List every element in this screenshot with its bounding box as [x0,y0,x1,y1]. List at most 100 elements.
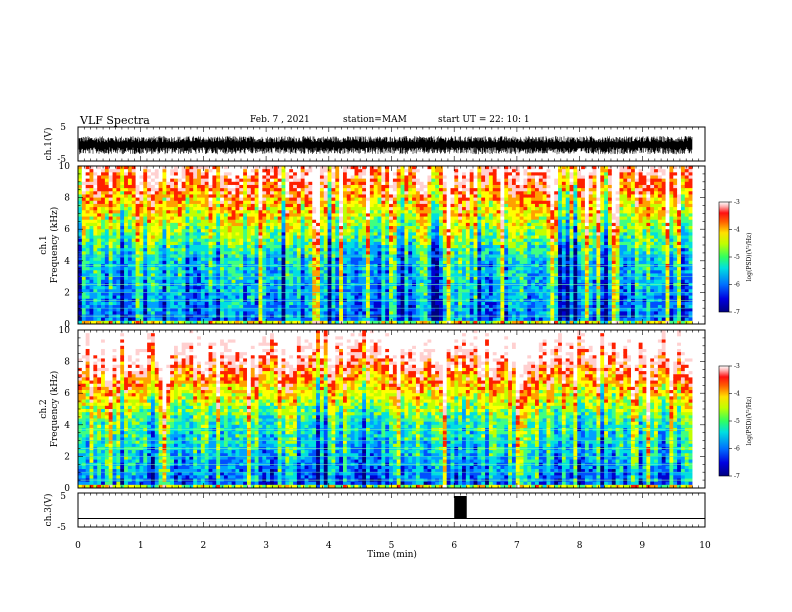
spectrogram-cell [235,308,240,312]
spectrogram-cell [435,222,440,227]
spectrogram-cell [342,191,348,195]
spectrogram-cell [101,238,106,243]
spectrogram-cell [339,245,344,249]
spectrogram-cell [78,232,83,236]
spectrogram-cell [266,175,271,180]
spectrogram-cell [127,260,133,265]
spectrogram-cell [270,245,275,249]
spectrogram-cell [185,317,190,322]
spectrogram-cell [193,216,198,221]
spectrogram-cell [392,197,398,202]
spectrogram-cell [312,270,317,274]
spectrogram-cell [258,270,263,274]
spectrogram-cell [104,178,110,183]
spectrogram-cell [212,213,217,217]
spectrogram-cell [415,257,421,262]
spectrogram-cell [331,257,336,262]
spectrogram-cell [204,257,209,262]
spectrogram-cell [415,222,421,227]
spectrogram-cell [112,191,117,195]
spectrogram-cell [124,270,129,274]
spectrogram-cell [239,251,244,255]
spectrogram-cell [208,222,213,227]
spectrogram-cell [143,286,148,290]
spectrogram-cell [158,241,163,246]
spectrogram-cell [423,311,428,315]
spectrogram-cell [319,292,325,296]
spectrogram-cell [162,238,167,243]
spectrogram-cell [212,279,217,284]
spectrogram-cell [335,248,340,252]
spectrogram-cell [81,305,87,309]
spectrogram-cell [312,267,317,271]
spectrogram-cell [335,317,340,322]
spectrogram-cell [193,276,198,281]
spectrogram-cell [204,301,209,306]
spectrogram-cell [189,226,194,230]
spectrogram-cell [439,172,444,176]
spectrogram-cell [212,191,217,195]
spectrogram-cell [331,235,336,240]
spectrogram-cell [427,245,432,249]
spectrogram-cell [289,238,294,243]
spectrogram-cell [135,311,140,315]
spectrogram-cell [439,241,444,246]
spectrogram-cell [243,317,248,322]
spectrogram-cell [200,295,206,300]
spectrogram-cell [389,178,394,183]
spectrogram-cell [319,166,325,170]
spectrogram-cell [304,276,309,281]
spectrogram-cell [362,226,367,230]
spectrogram-cell [435,169,440,173]
spectrogram-cell [200,219,206,224]
spectrogram-cell [181,213,186,217]
spectrogram-cell [442,235,448,240]
spectrogram-cell [427,178,432,183]
spectrogram-cell [223,251,229,255]
spectrogram-cell [285,273,290,277]
spectrogram-cell [385,191,390,195]
spectrogram-cell [208,197,213,202]
spectrogram-cell [220,210,225,214]
spectrogram-cell [270,213,275,217]
spectrogram-cell [312,311,317,315]
spectrogram-cell [250,273,256,277]
spectrogram-cell [223,311,229,315]
spectrogram-cell [104,207,110,211]
spectrogram-cell [250,238,256,243]
spectrogram-cell [373,181,378,186]
spectrogram-cell [316,229,321,233]
spectrogram-cell [354,311,359,315]
spectrogram-cell [373,191,378,195]
spectrogram-cell [439,203,444,208]
spectrogram-cell [189,267,194,271]
spectrogram-cell [239,207,244,211]
spectrogram-cell [135,166,140,170]
spectrogram-cell [189,305,194,309]
spectrogram-cell [162,200,167,205]
spectrogram-cell [154,241,160,246]
spectrogram-cell [258,273,263,277]
spectrogram-cell [177,200,183,205]
spectrogram-cell [435,276,440,281]
spectrogram-cell [392,238,398,243]
spectrogram-cell [104,166,110,170]
spectrogram-cell [227,166,233,170]
spectrogram-cell [304,197,309,202]
spectrogram-cell [162,320,167,325]
spectrogram-cell [377,207,382,211]
spectrogram-cell [78,178,83,183]
spectrogram-cell [389,267,394,271]
spectrogram-cell [170,248,175,252]
spectrogram-cell [216,166,221,170]
spectrogram-cell [243,241,248,246]
spectrogram-cell [258,191,263,195]
spectrogram-cell [231,308,236,312]
spectrogram-cell [423,216,428,221]
spectrogram-cell [93,251,98,255]
spectrogram-cell [423,188,428,192]
spectrogram-cell [335,320,340,325]
spectrogram-cell [319,248,325,252]
spectrogram-cell [158,226,163,230]
spectrogram-cell [181,191,186,195]
